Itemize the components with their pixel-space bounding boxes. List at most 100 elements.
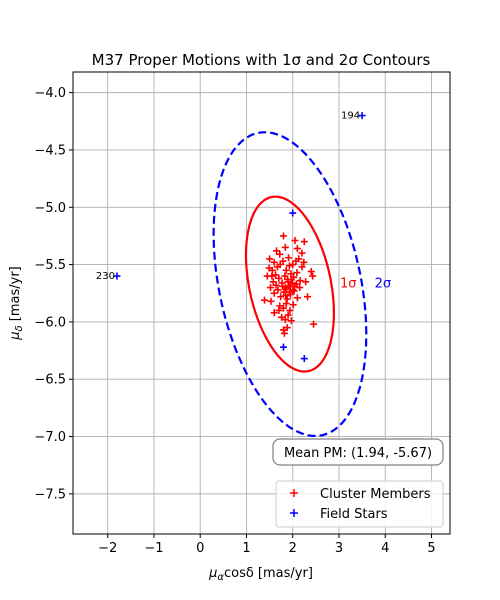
chart-title: M37 Proper Motions with 1σ and 2σ Contou… bbox=[92, 51, 431, 69]
cluster-member-point bbox=[266, 255, 274, 263]
legend-label-cluster: Cluster Members bbox=[320, 487, 431, 502]
mean-annotation-text: Mean PM: (1.94, -5.67) bbox=[284, 446, 432, 461]
x-tick-label: 1 bbox=[242, 541, 250, 556]
y-tick-label: −6.5 bbox=[34, 373, 66, 388]
cluster-member-point bbox=[279, 304, 287, 312]
point-labels: 194 230 bbox=[96, 111, 360, 282]
cluster-member-point bbox=[286, 306, 294, 314]
legend-label-field: Field Stars bbox=[320, 507, 388, 522]
cluster-member-point bbox=[275, 306, 283, 314]
cluster-member-point bbox=[283, 324, 291, 332]
star-id-label: 230 bbox=[96, 271, 115, 282]
cluster-member-point bbox=[268, 266, 276, 274]
axis-ticks: −2 −1 0 1 2 3 4 5 −7.5 −7.0 −6.5 −6.0 −5.5 −5.0 −4.5 −4… bbox=[34, 86, 435, 556]
cluster-member-point bbox=[307, 267, 315, 275]
cluster-member-point bbox=[310, 320, 318, 328]
cluster-member-point bbox=[302, 278, 310, 286]
mean-annotation-box bbox=[272, 438, 444, 466]
x-tick-label: 2 bbox=[289, 541, 297, 556]
field-star-point bbox=[300, 355, 308, 363]
cluster-member-point bbox=[261, 296, 269, 304]
cluster-member-point bbox=[279, 257, 287, 265]
cluster-member-point bbox=[300, 238, 308, 246]
cluster-member-point bbox=[272, 281, 280, 289]
cluster-member-point bbox=[285, 262, 293, 270]
cluster-member-point bbox=[296, 277, 304, 285]
cluster-member-point bbox=[279, 282, 287, 290]
cluster-member-point bbox=[279, 232, 287, 240]
plot-frame bbox=[72, 71, 451, 535]
cluster-member-point bbox=[270, 258, 278, 266]
star-id-label: 194 bbox=[341, 111, 360, 122]
cluster-member-point bbox=[282, 266, 290, 274]
cluster-member-point bbox=[292, 280, 300, 288]
y-tick-label: −7.0 bbox=[34, 430, 66, 445]
cluster-member-point bbox=[309, 272, 317, 280]
cluster-member-point bbox=[300, 258, 308, 266]
cluster-member-point bbox=[283, 295, 291, 303]
contour-2sigma bbox=[212, 131, 368, 437]
y-tick-label: −5.0 bbox=[34, 201, 66, 216]
data-points bbox=[113, 112, 366, 363]
cluster-member-point bbox=[287, 317, 295, 325]
x-axis-label: μαcosδ [mas/yr] bbox=[208, 566, 313, 583]
cluster-member-point bbox=[291, 237, 299, 245]
field-star-point bbox=[289, 209, 297, 217]
x-tick-label: 4 bbox=[381, 541, 389, 556]
mean-annotation: Mean PM: (1.94, -5.67) bbox=[272, 438, 444, 466]
y-tick-label: −6.0 bbox=[34, 315, 66, 330]
y-tick-label: −4.5 bbox=[34, 143, 66, 158]
cluster-member-point bbox=[289, 301, 297, 309]
cluster-member-point bbox=[285, 288, 293, 296]
cluster-member-point bbox=[270, 309, 278, 317]
cluster-member-point bbox=[282, 292, 290, 300]
cluster-member-point bbox=[273, 247, 281, 255]
contour-label-2sigma: 2σ bbox=[375, 277, 392, 292]
x-tick-label: 5 bbox=[427, 541, 435, 556]
contours: 1σ 2σ bbox=[212, 131, 392, 437]
y-axis-label: μδ [mas/yr] bbox=[8, 266, 25, 341]
legend-marker-cluster bbox=[290, 489, 298, 497]
cluster-member-point bbox=[267, 284, 275, 292]
cluster-member-point bbox=[278, 313, 286, 321]
cluster-member-point bbox=[287, 275, 295, 283]
cluster-member-point bbox=[281, 316, 289, 324]
x-tick-label: 0 bbox=[196, 541, 204, 556]
cluster-member-point bbox=[282, 300, 290, 308]
field-star-point bbox=[358, 112, 366, 120]
contour-1sigma bbox=[244, 195, 335, 373]
cluster-member-point bbox=[295, 255, 303, 263]
cluster-member-point bbox=[276, 302, 284, 310]
cluster-member-point bbox=[284, 311, 292, 319]
y-tick-label: −5.5 bbox=[34, 258, 66, 273]
cluster-member-point bbox=[280, 329, 288, 337]
cluster-member-point bbox=[275, 274, 283, 282]
cluster-member-point bbox=[272, 271, 280, 279]
cluster-member-point bbox=[274, 286, 282, 294]
cluster-member-point bbox=[279, 326, 287, 334]
x-tick-label: 3 bbox=[335, 541, 343, 556]
cluster-member-point bbox=[296, 284, 304, 292]
cluster-member-point bbox=[289, 261, 297, 269]
field-star-point bbox=[279, 343, 287, 351]
cluster-member-point bbox=[298, 263, 306, 271]
cluster-member-point bbox=[293, 294, 301, 302]
x-tick-label: −1 bbox=[144, 541, 163, 556]
cluster-member-point bbox=[298, 249, 306, 257]
contour-label-1sigma: 1σ bbox=[340, 277, 357, 292]
cluster-member-point bbox=[281, 243, 289, 251]
y-tick-label: −7.5 bbox=[34, 487, 66, 502]
cluster-member-point bbox=[267, 297, 275, 305]
legend-marker-field bbox=[290, 509, 298, 517]
cluster-member-point bbox=[293, 245, 301, 253]
cluster-member-point bbox=[263, 272, 271, 280]
y-tick-label: −4.0 bbox=[34, 86, 66, 101]
field-star-point bbox=[113, 272, 121, 280]
x-tick-label: −2 bbox=[98, 541, 117, 556]
cluster-member-point bbox=[276, 250, 284, 258]
cluster-member-point bbox=[293, 269, 301, 277]
cluster-member-point bbox=[285, 254, 293, 262]
cluster-member-point bbox=[270, 289, 278, 297]
cluster-member-point bbox=[277, 293, 285, 301]
